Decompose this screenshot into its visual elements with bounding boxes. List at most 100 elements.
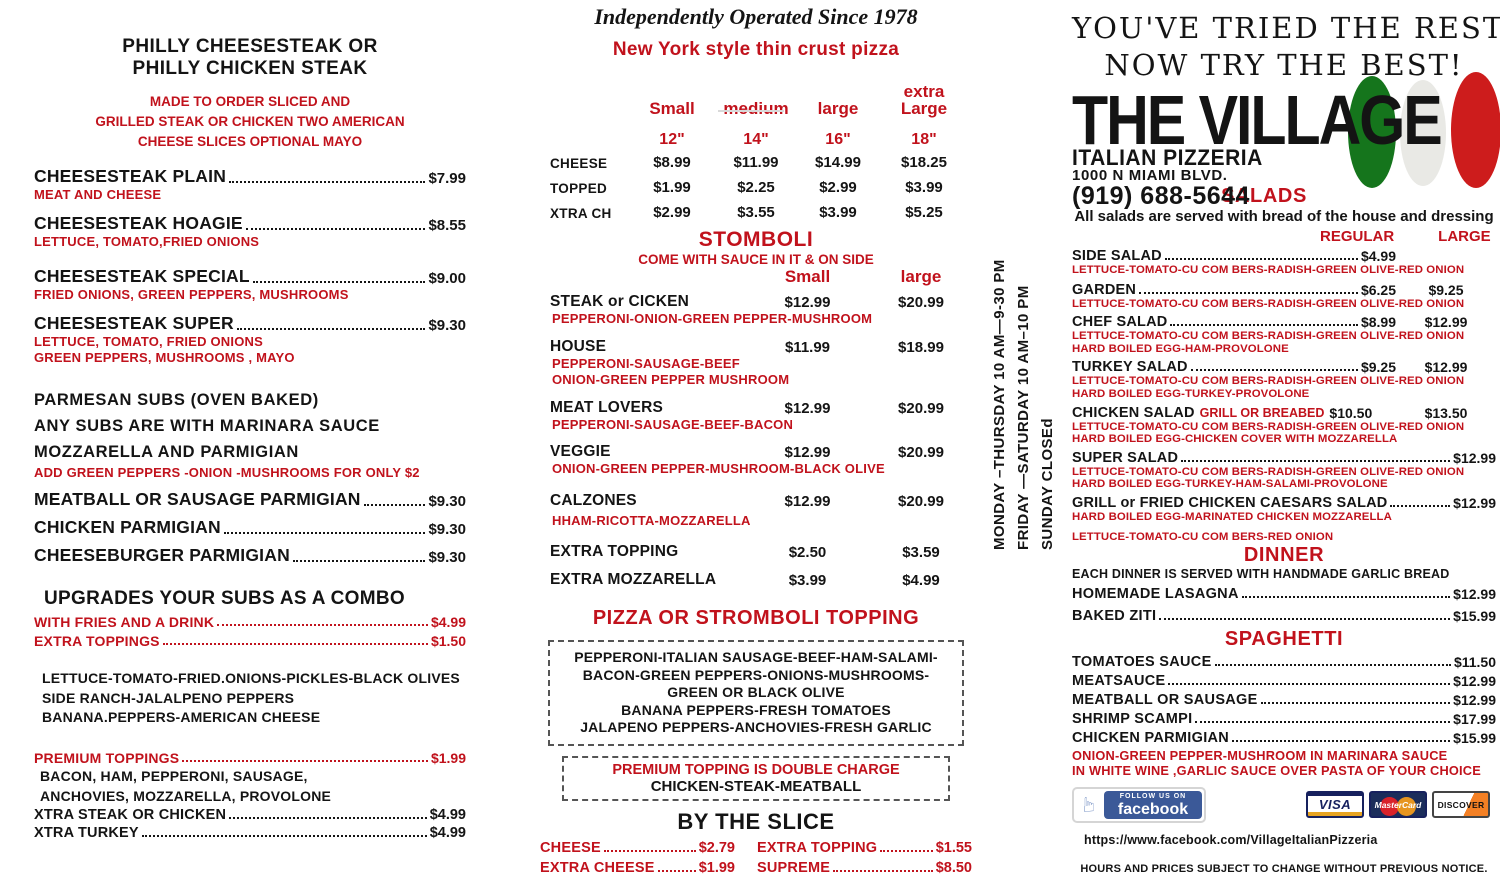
dinner-title: DINNER (1243, 544, 1325, 567)
item-price-regular: $4.99 (1360, 248, 1396, 264)
size-header: extra Large (900, 82, 948, 118)
menu-item: CHEESESTEAK SPECIAL $9.00 FRIED ONIONS, … (34, 266, 466, 304)
store-hours: MONDAY –THURSDAY 10 AM—9-30 PM FRIDAY —S… (988, 232, 1060, 550)
parmesan-heading: MOZZARELLA AND PARMIGIAN (34, 442, 299, 461)
italian-flag-green-oval (1348, 76, 1396, 188)
item-price: $1.55 (935, 839, 972, 856)
restaurant-address: 1000 N MIAMI BLVD. (1072, 167, 1228, 184)
salads-column-headers: REGULAR LARGE (1072, 228, 1496, 245)
toppings-title: PIZZA OR STROMBOLI TOPPING (592, 607, 920, 629)
menu-item-row: CHICKEN PARMIGIAN $9.30 (34, 517, 466, 538)
menu-item-row: CHEESESTEAK SPECIAL $9.00 (34, 266, 466, 287)
item-name: SIDE SALAD (1072, 248, 1162, 264)
item-name: XTRA TURKEY (34, 824, 139, 841)
size-inches: 14" (743, 131, 769, 148)
item-price-large: $4.99 (902, 572, 940, 589)
stromboli-item-row: VEGGIE $12.99 $20.99 (540, 443, 972, 461)
item-name: SUPER SALAD (1072, 449, 1179, 466)
price-row-label: CHEESE (550, 156, 608, 171)
facebook-url: https://www.facebook.com/VillageItalianP… (1084, 832, 1378, 847)
item-name: PREMIUM TOPPINGS (34, 749, 180, 766)
price-cell: $11.99 (733, 154, 779, 171)
item-price: $12.99 (1453, 672, 1496, 689)
mastercard-icon: MasterCard (1369, 791, 1427, 819)
item-name: CHICKEN PARMIGIAN (1072, 729, 1230, 746)
item-description: MEAT AND CHEESE (34, 187, 162, 202)
item-name: GARDEN (1072, 281, 1137, 298)
combo-section: UPGRADES YOUR SUBS AS A COMBO WITH FRIES… (34, 588, 466, 728)
item-price-small: $12.99 (784, 294, 831, 311)
spaghetti-item-row: MEATBALL OR SAUSAGE $12.99 (1072, 692, 1496, 708)
stromboli-item-row: STEAK or CICKEN $12.99 $20.99 (540, 293, 972, 311)
toppings-line: BACON-GREEN PEPPERS-ONIONS-MUSHROOMS- (582, 666, 930, 683)
item-description: HARD BOILED EGG-HAM-PROVOLONE (1072, 342, 1289, 355)
item-name: MEAT LOVERS (550, 398, 664, 416)
price-cell: $1.99 (653, 179, 691, 196)
column-header-small: Small (784, 267, 831, 286)
item-price: $1.99 (698, 859, 735, 876)
item-price: $11.50 (1453, 653, 1496, 670)
toppings-line: JALAPENO PEPPERS-ANCHOVIES-FRESH GARLIC (580, 719, 932, 735)
pizza-price-table: Small medium large extra Large 12" 14" 1… (540, 83, 972, 224)
item-description: HARD BOILED EGG-CHICKEN COVER WITH MOZZA… (1072, 433, 1398, 446)
disclaimer-text: HOURS AND PRICES SUBJECT TO CHANGE WITHO… (1080, 862, 1488, 875)
item-price-small: $2.50 (788, 544, 827, 561)
size-header: medium (723, 99, 789, 118)
thumbs-up-icon: ☞ (1078, 795, 1101, 814)
item-price: $12.99 (1453, 585, 1496, 602)
parmesan-heading: PARMESAN SUBS (OVEN BAKED) (34, 390, 319, 409)
item-description: HARD BOILED EGG-MARINATED CHICKEN MOZZAR… (1072, 510, 1392, 523)
item-name: TOMATOES SAUCE (1072, 653, 1212, 670)
hours-line: SUNDAY CLOSEd (1039, 418, 1056, 550)
item-price: $7.99 (428, 170, 466, 187)
premium-topping-box: PREMIUM TOPPING IS DOUBLE CHARGE CHICKEN… (562, 755, 950, 801)
slice-item-row: CHEESE $2.79 (540, 840, 735, 856)
price-row-label: TOPPED (550, 181, 608, 196)
item-name: CHICKEN PARMIGIAN (34, 517, 221, 537)
facebook-badge: ☞ FOLLOW US ON facebook (1072, 786, 1206, 823)
item-price-large: $20.99 (898, 444, 944, 461)
item-name: SUPREME (757, 859, 831, 876)
item-price: $4.99 (429, 824, 466, 841)
dotted-leader (292, 560, 426, 562)
dotted-leader (1390, 504, 1451, 507)
price-cell: $2.99 (653, 204, 691, 221)
slice-item-row: SUPREME $8.50 (757, 860, 972, 876)
restaurant-name: THE VILLAGE (1072, 81, 1443, 160)
payment-cards: VISA MasterCard DISCOVER (1306, 791, 1490, 819)
item-name: SHRIMP SCAMPI (1072, 710, 1193, 727)
by-the-slice-grid: CHEESE $2.79 EXTRA TOPPING $1.55 EXTRA C… (540, 840, 972, 876)
salad-item-row: GRILL or FRIED CHICKEN CAESARS SALAD $12… (1072, 495, 1496, 511)
dotted-leader (1190, 369, 1358, 372)
dinner-item-row: HOMEMADE LASAGNA $12.99 (1072, 586, 1496, 602)
item-name: HOMEMADE LASAGNA (1072, 585, 1239, 602)
item-description: LETTUCE-TOMATO-CU COM BERS-RADISH-GREEN … (1072, 465, 1465, 478)
dotted-leader (245, 227, 426, 230)
price-cell: $3.99 (819, 204, 857, 221)
dotted-leader (833, 869, 933, 872)
price-cell: $3.55 (737, 204, 775, 221)
dotted-leader (223, 532, 426, 534)
item-description: LETTUCE-TOMATO-CU COM BERS-RADISH-GREEN … (1072, 375, 1465, 388)
visa-label: VISA (1318, 797, 1352, 813)
price-cell: $2.99 (819, 179, 857, 196)
premium-desc-line: ANCHOVIES, MOZZARELLA, PROVOLONE (40, 787, 332, 804)
toppings-line: GREEN OR BLACK OLIVE (667, 684, 845, 700)
item-price: $17.99 (1453, 710, 1496, 727)
item-price-large: $18.99 (898, 338, 944, 356)
item-name: CHEESESTEAK HOAGIE (34, 212, 243, 233)
item-name: CHEESESTEAK SPECIAL (34, 266, 250, 286)
item-description: LETTUCE-TOMATO-CU COM BERS-RADISH-GREEN … (1072, 264, 1465, 276)
combo-toppings: LETTUCE-TOMATO-FRIED.ONIONS-PICKLES-BLAC… (42, 669, 466, 728)
item-name: CALZONES (550, 491, 637, 509)
menu-item-row: MEATBALL OR SAUSAGE PARMIGIAN $9.30 (34, 489, 466, 510)
item-price: $9.30 (428, 521, 466, 538)
philly-heading-line2: PHILLY CHICKEN STEAK (132, 58, 368, 79)
item-description: PEPPERONI-ONION-GREEN PEPPER-MUSHROOM (552, 311, 873, 326)
menu-item-row: WITH FRIES AND A DRINK $4.99 (34, 614, 466, 630)
salads-extra-line: LETTUCE-TOMATO-CU COM BERS-RED ONION (1072, 530, 1334, 543)
item-name: XTRA STEAK OR CHICKEN (34, 806, 227, 823)
spaghetti-item-row: CHICKEN PARMIGIAN $15.99 (1072, 730, 1496, 746)
item-description: ONION-GREEN PEPPER-MUSHROOM-BLACK OLIVE (552, 461, 885, 476)
menu-item-row: XTRA TURKEY $4.99 (34, 825, 466, 841)
